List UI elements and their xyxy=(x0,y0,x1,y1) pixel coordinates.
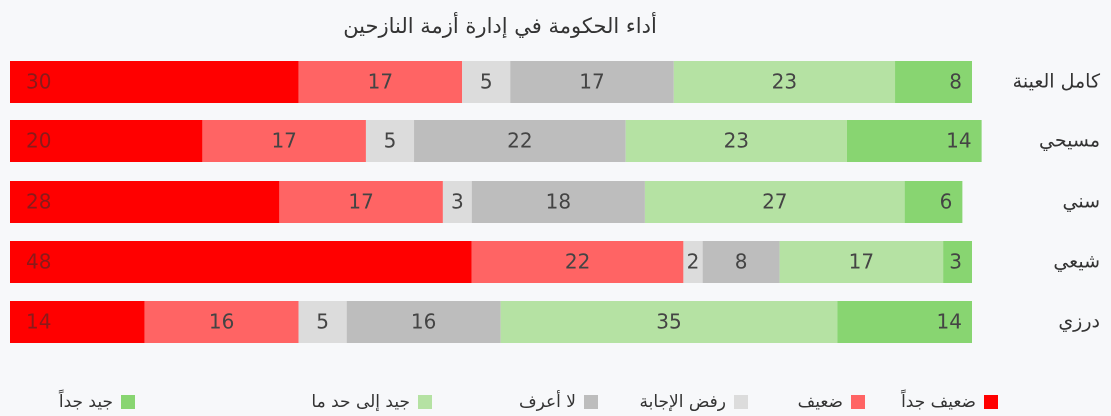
data-label: 14 xyxy=(946,129,971,153)
data-label: 14 xyxy=(26,310,51,334)
bar-segment xyxy=(10,301,145,343)
bar-segment xyxy=(279,181,443,223)
bar-segment xyxy=(846,120,982,162)
bar-segment xyxy=(202,120,366,162)
data-label: 16 xyxy=(411,310,436,334)
bar-segment xyxy=(10,61,299,103)
bar-segment xyxy=(644,181,905,223)
data-label: 48 xyxy=(26,250,51,274)
data-label: 17 xyxy=(368,70,393,94)
bar-segment xyxy=(414,120,626,162)
data-label: 27 xyxy=(762,190,787,214)
bar-segment xyxy=(365,120,415,162)
bar-segment xyxy=(625,120,847,162)
data-label: 3 xyxy=(949,250,962,274)
y-tick-label: درزي xyxy=(1058,311,1100,333)
data-label: 16 xyxy=(209,310,234,334)
y-tick-label: سني xyxy=(1063,191,1101,213)
bar-segment xyxy=(298,61,463,103)
data-label: 22 xyxy=(507,129,532,153)
data-label: 35 xyxy=(656,310,681,334)
data-label: 14 xyxy=(937,310,962,334)
bar-segment xyxy=(144,301,299,343)
bar-segment xyxy=(779,241,944,283)
legend-label: لا أعرف xyxy=(519,390,576,412)
legend-swatch xyxy=(984,395,998,409)
data-label: 17 xyxy=(271,129,296,153)
bar-segment xyxy=(673,61,896,103)
bar-segment xyxy=(471,241,684,283)
data-label: 3 xyxy=(451,190,464,214)
data-label: 5 xyxy=(384,129,397,153)
bar-segment xyxy=(10,181,280,223)
bar-segment xyxy=(500,301,838,343)
data-label: 17 xyxy=(579,70,604,94)
legend-label: جيد جداً xyxy=(58,388,113,412)
bar-segment xyxy=(904,181,963,223)
legend-label: جيد إلى حد ما xyxy=(311,392,410,412)
bar-segment xyxy=(442,181,472,223)
legend-label: ضعيف xyxy=(798,392,843,412)
legend-swatch xyxy=(121,395,135,409)
data-label: 17 xyxy=(849,250,874,274)
bar-segment xyxy=(462,61,511,103)
data-label: 23 xyxy=(772,70,797,94)
bar-segment xyxy=(10,120,203,162)
data-label: 23 xyxy=(724,129,749,153)
data-label: 17 xyxy=(348,190,373,214)
legend-swatch xyxy=(584,395,598,409)
data-label: 8 xyxy=(949,70,962,94)
y-tick-label: شيعي xyxy=(1053,251,1100,273)
legend-swatch xyxy=(734,395,748,409)
bar-segment xyxy=(471,181,645,223)
legend-swatch xyxy=(851,395,865,409)
legend-label: رفض الإجابة xyxy=(639,392,726,412)
bar-segment xyxy=(943,241,972,283)
data-label: 2 xyxy=(687,250,700,274)
bar-segment xyxy=(702,241,780,283)
y-tick-label: مسيحي xyxy=(1039,130,1100,152)
bar-segment xyxy=(346,301,501,343)
bar-segment xyxy=(298,301,347,343)
chart-title: أداء الحكومة في إدارة أزمة النازحين xyxy=(343,12,657,39)
data-label: 5 xyxy=(316,310,329,334)
legend-label: ضعيف جداً xyxy=(900,388,976,412)
data-label: 6 xyxy=(940,190,953,214)
data-label: 20 xyxy=(26,129,51,153)
bar-segment xyxy=(10,241,472,283)
bar-segment xyxy=(895,61,972,103)
data-label: 5 xyxy=(480,70,493,94)
data-label: 30 xyxy=(26,70,51,94)
legend-swatch xyxy=(418,395,432,409)
data-label: 18 xyxy=(546,190,571,214)
data-label: 22 xyxy=(565,250,590,274)
bar-segment xyxy=(510,61,674,103)
data-label: 28 xyxy=(26,190,51,214)
bar-segment xyxy=(837,301,972,343)
bar-segment xyxy=(683,241,703,283)
y-tick-label: كامل العينة xyxy=(1013,71,1101,93)
data-label: 8 xyxy=(735,250,748,274)
